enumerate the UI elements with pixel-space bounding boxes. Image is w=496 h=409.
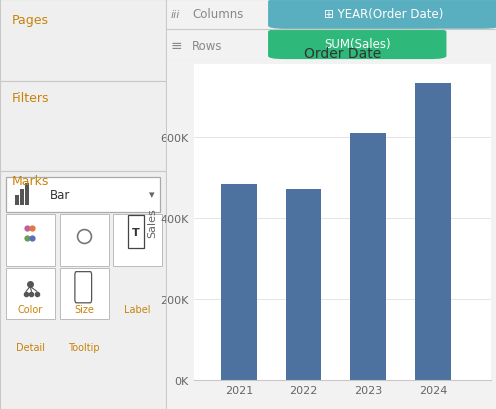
Text: Bar: Bar: [50, 188, 70, 201]
FancyBboxPatch shape: [268, 0, 496, 30]
Text: iii: iii: [171, 9, 180, 20]
Text: Size: Size: [74, 305, 94, 315]
FancyBboxPatch shape: [0, 0, 166, 82]
Y-axis label: Sales: Sales: [148, 208, 158, 237]
Text: Label: Label: [124, 305, 150, 315]
FancyBboxPatch shape: [6, 268, 55, 319]
FancyBboxPatch shape: [0, 82, 166, 172]
Text: T: T: [132, 227, 140, 237]
FancyBboxPatch shape: [268, 30, 446, 60]
FancyBboxPatch shape: [6, 178, 160, 213]
FancyBboxPatch shape: [25, 183, 29, 206]
Text: ▾: ▾: [149, 190, 155, 200]
Bar: [221, 184, 257, 380]
Bar: [415, 83, 451, 380]
FancyBboxPatch shape: [60, 215, 109, 266]
FancyBboxPatch shape: [0, 172, 166, 409]
Text: Color: Color: [17, 305, 43, 315]
FancyBboxPatch shape: [15, 196, 19, 206]
Text: ⊞ YEAR(Order Date): ⊞ YEAR(Order Date): [324, 8, 443, 21]
FancyBboxPatch shape: [20, 189, 24, 206]
FancyBboxPatch shape: [6, 215, 55, 266]
Title: Order Date: Order Date: [304, 47, 381, 61]
Text: ≡: ≡: [171, 39, 182, 53]
Text: Marks: Marks: [11, 175, 49, 188]
Text: Tooltip: Tooltip: [68, 343, 100, 353]
FancyBboxPatch shape: [128, 216, 144, 249]
FancyBboxPatch shape: [60, 268, 109, 319]
Text: Pages: Pages: [11, 14, 49, 27]
Text: Rows: Rows: [192, 40, 223, 52]
Text: Columns: Columns: [192, 8, 244, 21]
Text: SUM(Sales): SUM(Sales): [324, 38, 390, 51]
Bar: [286, 190, 321, 380]
FancyBboxPatch shape: [113, 215, 162, 266]
Text: Detail: Detail: [16, 343, 45, 353]
Text: Filters: Filters: [11, 92, 49, 105]
FancyBboxPatch shape: [75, 272, 92, 303]
Bar: [351, 134, 386, 380]
